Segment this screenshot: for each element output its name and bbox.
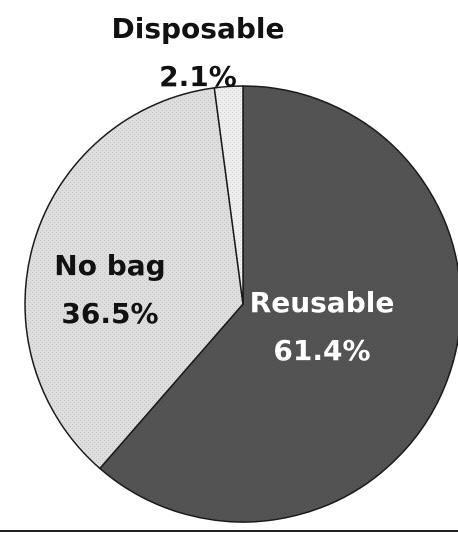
pie-slice-disposable xyxy=(213,85,244,305)
slices-layer xyxy=(24,85,458,523)
slice-value-disposable: 2.1% xyxy=(159,60,237,93)
slice-label-reusable: Reusable xyxy=(250,286,395,319)
pie-slice-disposable-texture xyxy=(214,86,243,304)
slice-label-disposable: Disposable xyxy=(112,12,285,45)
slice-label-no-bag: No bag xyxy=(54,249,165,282)
pie-slice-reusable xyxy=(98,85,458,523)
pie-slice-no-bag xyxy=(24,87,244,470)
slice-value-no-bag: 36.5% xyxy=(61,297,158,330)
slice-value-reusable: 61.4% xyxy=(273,334,370,367)
pie-slice-reusable-texture xyxy=(99,86,458,522)
labels-layer: Reusable 61.4% No bag 36.5% Disposable 2.1% xyxy=(54,12,394,367)
pie-slice-no-bag-texture xyxy=(24,87,244,469)
